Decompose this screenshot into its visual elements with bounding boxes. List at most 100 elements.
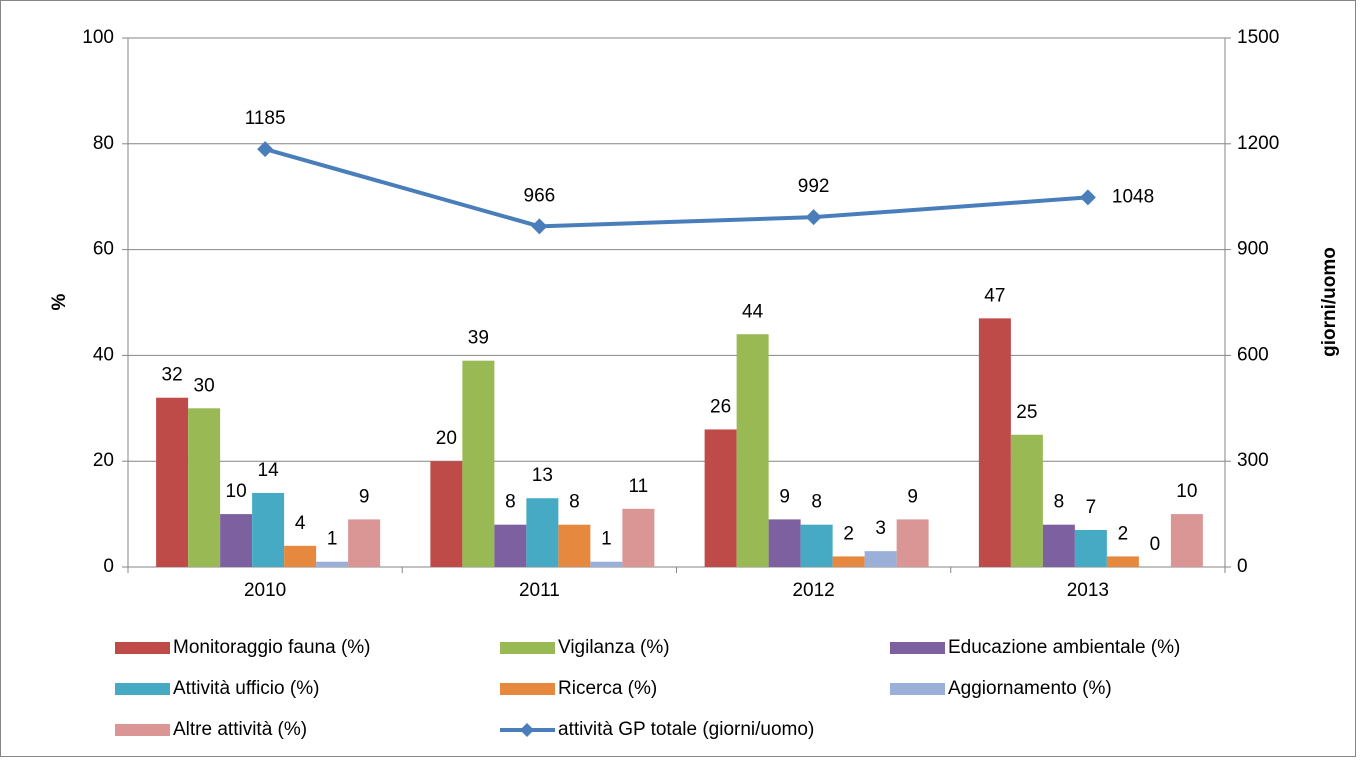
data-label: 992 <box>798 176 830 197</box>
legend-label: Monitoraggio fauna (%) <box>173 637 371 658</box>
legend-swatch <box>890 642 945 654</box>
bar <box>800 524 833 567</box>
data-label: 966 <box>524 185 556 206</box>
data-label: 1185 <box>245 108 286 129</box>
line-marker <box>257 141 274 158</box>
bar <box>622 508 655 567</box>
data-label: 9 <box>359 486 370 507</box>
bar <box>1106 556 1139 567</box>
data-label: 8 <box>505 492 516 513</box>
bar <box>348 519 381 567</box>
legend-label: Altre attività (%) <box>173 719 307 740</box>
legend-swatch <box>520 723 534 737</box>
data-label: 2 <box>843 523 854 544</box>
y2-axis-title: giorni/uomo <box>1319 247 1340 357</box>
x-tick-label: 2010 <box>244 580 286 601</box>
data-label: 25 <box>1016 402 1037 423</box>
x-tick-label: 2013 <box>1067 580 1109 601</box>
bar <box>494 524 527 567</box>
y2-tick-label: 0 <box>1237 556 1248 577</box>
y2-tick-label: 600 <box>1237 344 1269 365</box>
bar <box>430 461 463 567</box>
bar <box>704 429 737 567</box>
x-tick-label: 2011 <box>519 580 560 601</box>
data-label: 14 <box>258 460 280 481</box>
bar <box>1170 514 1203 567</box>
data-label: 2 <box>1118 523 1129 544</box>
y-tick-label: 20 <box>93 450 114 471</box>
bar <box>284 545 317 567</box>
legend-swatch <box>500 642 555 654</box>
data-label: 8 <box>569 492 580 513</box>
data-label: 1 <box>327 529 338 550</box>
data-label: 0 <box>1150 534 1161 555</box>
legend-swatch <box>115 724 170 736</box>
data-label: 11 <box>629 476 649 497</box>
y-tick-label: 80 <box>93 133 114 154</box>
line-marker <box>805 209 822 226</box>
y-tick-label: 60 <box>93 239 114 260</box>
data-label: 7 <box>1086 497 1097 518</box>
data-label: 1048 <box>1112 186 1154 207</box>
legend-label: Aggiornamento (%) <box>948 678 1112 699</box>
legend-swatch <box>500 683 555 695</box>
bar <box>768 519 801 567</box>
bar <box>978 318 1011 567</box>
legend-label: Educazione ambientale (%) <box>948 637 1180 658</box>
data-label: 20 <box>436 428 457 449</box>
y-tick-label: 0 <box>103 556 114 577</box>
line-marker <box>1079 189 1096 206</box>
legend-label: Vigilanza (%) <box>558 637 670 658</box>
legend-label: Ricerca (%) <box>558 678 657 699</box>
bar <box>1042 524 1075 567</box>
bar <box>736 334 769 567</box>
data-label: 44 <box>742 301 764 322</box>
data-label: 8 <box>1054 492 1065 513</box>
bar <box>316 561 349 567</box>
x-tick-label: 2012 <box>792 580 834 601</box>
data-label: 13 <box>532 465 553 486</box>
bar <box>220 514 253 567</box>
bar <box>590 561 623 567</box>
data-label: 9 <box>907 486 918 507</box>
line <box>264 147 1089 229</box>
legend-swatch <box>890 683 945 695</box>
bar <box>462 360 495 567</box>
data-label: 1 <box>601 529 612 550</box>
data-label: 3 <box>875 518 886 539</box>
y2-tick-label: 1500 <box>1237 27 1279 48</box>
y-tick-label: 40 <box>93 344 114 365</box>
data-label: 30 <box>194 375 215 396</box>
legend-label: attività GP totale (giorni/uomo) <box>558 719 814 740</box>
data-label: 47 <box>984 285 1005 306</box>
data-label: 32 <box>162 365 183 386</box>
bar <box>188 408 221 567</box>
data-label: 10 <box>226 481 247 502</box>
y2-tick-label: 900 <box>1237 239 1269 260</box>
y-axis-title: % <box>49 293 70 310</box>
line-marker <box>531 218 548 235</box>
bar <box>156 397 189 567</box>
y-tick-label: 100 <box>82 27 114 48</box>
data-label: 9 <box>779 486 790 507</box>
bar <box>864 551 897 567</box>
y2-tick-label: 300 <box>1237 450 1269 471</box>
bar <box>832 556 865 567</box>
legend-swatch <box>115 683 170 695</box>
bar <box>558 524 591 567</box>
bar <box>526 498 559 567</box>
y2-tick-label: 1200 <box>1237 133 1279 154</box>
data-label: 8 <box>811 492 822 513</box>
legend-swatch <box>115 642 170 654</box>
bar <box>1074 529 1107 567</box>
bar <box>1010 434 1043 567</box>
legend-label: Attività ufficio (%) <box>173 678 319 699</box>
data-label: 26 <box>710 396 731 417</box>
bar <box>252 492 285 567</box>
data-label: 4 <box>295 513 306 534</box>
data-label: 10 <box>1176 481 1197 502</box>
bar <box>896 519 929 567</box>
